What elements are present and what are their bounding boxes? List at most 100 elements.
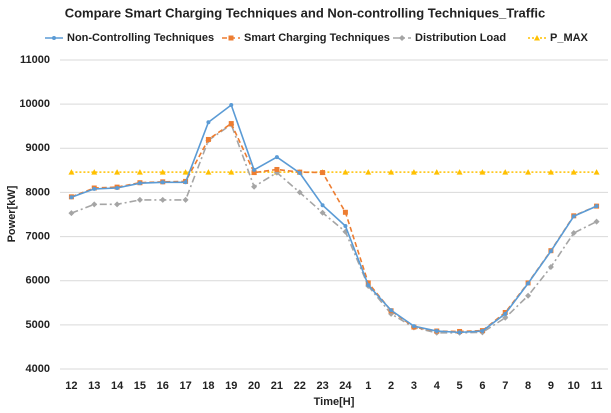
- x-tick-label: 13: [88, 380, 100, 392]
- legend-label: Distribution Load: [415, 32, 506, 44]
- point: [480, 329, 485, 334]
- point: [251, 170, 257, 176]
- series: [68, 169, 600, 175]
- x-tick-label: 6: [479, 380, 485, 392]
- point: [502, 314, 509, 321]
- point: [229, 103, 234, 108]
- line: [71, 123, 597, 334]
- point: [593, 218, 600, 225]
- point: [251, 183, 258, 190]
- point: [434, 329, 439, 334]
- y-tick-label: 5000: [26, 319, 50, 331]
- point: [389, 308, 394, 313]
- point: [570, 230, 577, 237]
- legend-marker: [52, 36, 56, 40]
- series: [68, 121, 600, 336]
- point: [342, 209, 348, 215]
- point: [91, 169, 98, 175]
- x-tick-label: 19: [225, 380, 237, 392]
- point: [526, 281, 531, 286]
- x-tick-label: 2: [388, 380, 394, 392]
- legend-label: Non-Controlling Techniques: [67, 32, 214, 44]
- point: [69, 195, 74, 200]
- legend-label: P_MAX: [550, 32, 589, 44]
- point: [274, 166, 280, 172]
- legend-marker: [534, 35, 540, 41]
- line: [71, 103, 597, 334]
- x-tick-label: 14: [111, 380, 124, 392]
- point: [547, 169, 554, 175]
- point: [228, 121, 234, 127]
- x-tick-label: 21: [271, 380, 283, 392]
- point: [206, 120, 211, 125]
- point: [182, 196, 189, 203]
- point: [114, 201, 121, 208]
- y-tick-label: 4000: [26, 363, 50, 375]
- x-tick-label: 5: [457, 380, 463, 392]
- point: [411, 324, 416, 329]
- y-tick-label: 11000: [20, 54, 50, 66]
- x-tick-label: 10: [568, 380, 580, 392]
- x-tick-label: 7: [502, 380, 508, 392]
- x-tick-label: 15: [134, 380, 146, 392]
- point: [159, 169, 166, 175]
- x-tick-label: 18: [202, 380, 214, 392]
- point: [320, 170, 326, 176]
- point: [457, 330, 462, 335]
- point: [160, 180, 165, 185]
- point: [548, 249, 553, 254]
- point: [205, 169, 212, 175]
- point: [274, 155, 279, 160]
- x-tick-label: 4: [434, 380, 441, 392]
- point: [228, 169, 235, 175]
- line: [71, 122, 597, 333]
- legend-marker: [228, 35, 234, 41]
- x-axis-label: Time[H]: [314, 396, 355, 408]
- point: [366, 283, 371, 288]
- x-tick-label: 20: [248, 380, 260, 392]
- point: [115, 186, 120, 191]
- point: [205, 136, 211, 142]
- point: [137, 181, 142, 186]
- point: [456, 169, 463, 175]
- point: [571, 214, 576, 219]
- y-tick-label: 9000: [26, 142, 50, 154]
- point: [410, 169, 417, 175]
- x-tick-label: 8: [525, 380, 531, 392]
- y-axis-label: Power[kW]: [6, 185, 18, 242]
- point: [252, 167, 257, 172]
- point: [68, 169, 75, 175]
- chart-title: Compare Smart Charging Techniques and No…: [65, 5, 546, 20]
- x-tick-label: 1: [365, 380, 371, 392]
- x-tick-label: 12: [65, 380, 77, 392]
- point: [297, 171, 302, 176]
- series: [68, 121, 600, 334]
- point: [433, 169, 440, 175]
- point: [68, 210, 75, 217]
- point: [342, 169, 349, 175]
- point: [296, 189, 303, 196]
- point: [525, 292, 532, 299]
- point: [114, 169, 121, 175]
- point: [502, 169, 509, 175]
- legend-label: Smart Charging Techniques: [244, 32, 390, 44]
- series: [69, 103, 599, 335]
- x-tick-label: 22: [294, 380, 306, 392]
- point: [547, 264, 554, 271]
- point: [159, 196, 166, 203]
- point: [183, 180, 188, 185]
- point: [365, 169, 372, 175]
- point: [92, 186, 97, 191]
- point: [320, 203, 325, 208]
- point: [91, 201, 98, 208]
- y-tick-label: 6000: [26, 275, 50, 287]
- point: [594, 204, 599, 209]
- y-tick-label: 8000: [26, 186, 50, 198]
- x-tick-label: 17: [179, 380, 191, 392]
- x-tick-label: 16: [157, 380, 169, 392]
- point: [593, 169, 600, 175]
- point: [479, 169, 486, 175]
- legend-marker: [399, 35, 405, 41]
- point: [136, 196, 143, 203]
